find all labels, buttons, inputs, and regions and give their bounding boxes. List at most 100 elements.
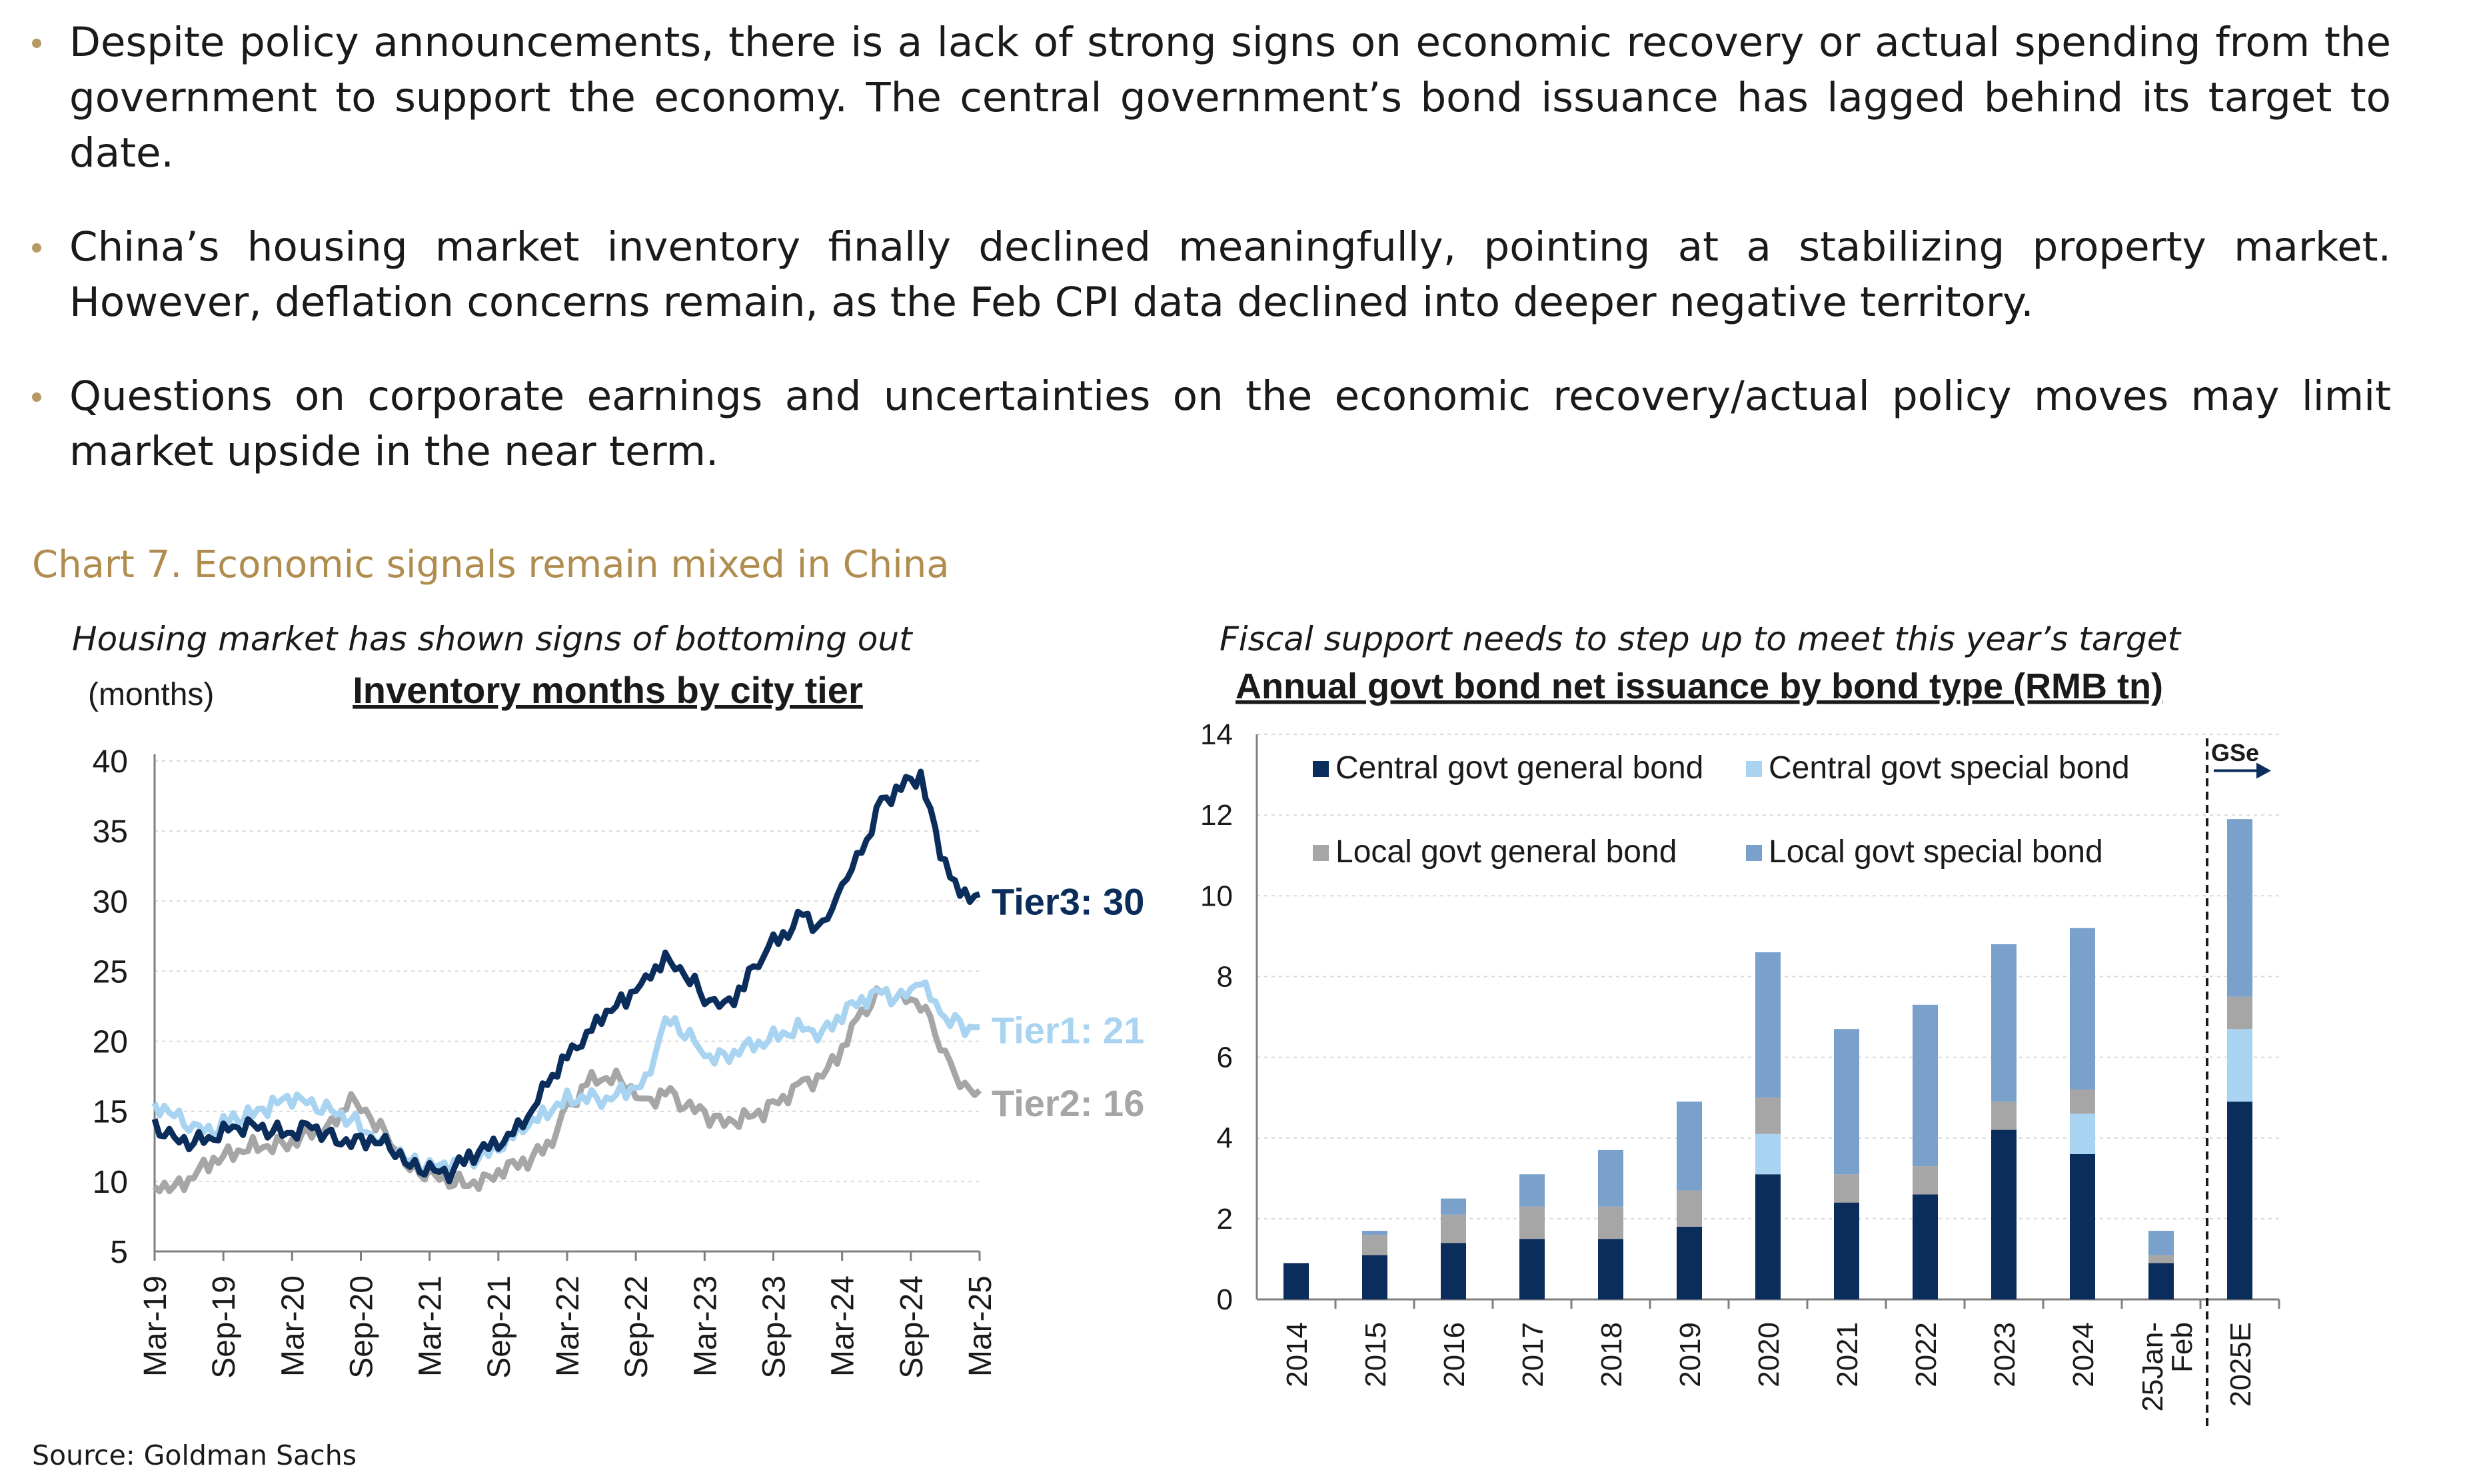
bullet-item: Questions on corporate earnings and unce… [32,369,2391,479]
bar-segment [1913,1194,1938,1299]
x-tick-label: 2019 [1674,1322,1707,1387]
x-tick-label: Sep-20 [345,1275,380,1379]
y-tick-label: 8 [1217,960,1233,993]
series-end-label-tier1: Tier1: 21 [992,1010,1144,1052]
x-tick-label: Sep-21 [482,1275,517,1379]
right-chart-subtitle: Fiscal support needs to step up to meet … [1220,620,2181,658]
series-end-label-tier2: Tier2: 16 [992,1082,1144,1124]
bar-segment [1283,1263,1309,1299]
bullet-dot-icon [32,392,41,402]
legend-label: Central govt special bond [1769,750,2130,786]
x-tick-label: Mar-23 [688,1275,723,1377]
bar-segment [1362,1235,1387,1255]
bar-segment [1755,1174,1781,1299]
x-tick-label: 2021 [1831,1322,1864,1387]
x-tick-label: Sep-23 [757,1275,792,1379]
bar-segment [1677,1102,1702,1191]
y-tick-label: 10 [93,1165,128,1200]
x-tick-label: Mar-25 [963,1275,998,1377]
bar-chart-title: Annual govt bond net issuance by bond ty… [1236,666,2163,706]
legend-label: Local govt general bond [1335,834,1677,870]
bar-segment [1913,1004,1938,1167]
series-line-tier2 [152,985,982,1195]
x-tick-label: 2022 [1910,1322,1943,1387]
x-tick-label: 2016 [1438,1322,1471,1387]
bar-segment [2148,1231,2174,1255]
bullet-dot-icon [32,243,41,253]
bullet-item: Despite policy announcements, there is a… [32,15,2391,181]
arrow-head-icon [2256,762,2271,779]
bar-segment [1834,1202,1859,1299]
bar-segment [1755,1098,1781,1134]
bar-segment [2070,1090,2095,1114]
y-tick-label: 20 [93,1025,128,1060]
x-tick-label: Mar-22 [550,1275,586,1377]
bar-segment [2070,928,2095,1090]
x-tick-label: 2015 [1359,1322,1392,1387]
bar-segment [1598,1206,1623,1239]
bullet-text: Despite policy announcements, there is a… [69,19,2391,177]
y-tick-label: 25 [93,954,128,990]
bar-segment [1755,952,1781,1098]
bar-segment [1755,1133,1781,1175]
bar-segment [1991,1102,2017,1130]
bar-segment [1677,1226,1702,1299]
x-tick-label: Mar-20 [275,1275,311,1377]
series-line-tier1 [151,979,980,1177]
bar-segment [1362,1255,1387,1299]
series-end-label-tier3: Tier3: 30 [992,880,1144,922]
x-tick-label: Mar-21 [413,1275,448,1377]
bar-segment [1441,1198,1466,1215]
y-tick-label: 4 [1217,1122,1233,1155]
bullet-text: Questions on corporate earnings and unce… [69,372,2391,475]
left-chart-subtitle: Housing market has shown signs of bottom… [72,620,912,658]
x-tick-label: 2024 [2067,1322,2100,1387]
x-tick-label: 25Jan- [2136,1322,2169,1412]
bar-segment [1441,1214,1466,1243]
legend-swatch [1313,845,1329,861]
x-tick-label: 2018 [1595,1322,1628,1387]
bullet-dot-icon [32,39,41,48]
x-tick-label: Feb [2166,1322,2198,1373]
bar-segment [2070,1113,2095,1154]
line-chart-title: Inventory months by city tier [353,669,863,711]
x-tick-label: Mar-24 [826,1275,861,1377]
legend-swatch [1746,845,1762,861]
legend-swatch [1746,761,1762,777]
bar-segment [1441,1243,1466,1299]
bar-segment [1362,1231,1387,1235]
bullet-list: Despite policy announcements, there is a… [32,15,2391,518]
bar-segment [1598,1239,1623,1299]
bar-segment [1834,1029,1859,1175]
bar-segment [2227,1102,2252,1299]
source-note: Source: Goldman Sachs [32,1439,357,1471]
y-tick-label: 10 [1200,880,1233,912]
y-tick-label: 0 [1217,1283,1233,1316]
inventory-line-chart: (months) Inventory months by city tier 5… [88,669,1144,1379]
legend-label: Local govt special bond [1769,834,2103,870]
chart-title: Chart 7. Economic signals remain mixed i… [32,543,950,586]
x-tick-label: 2023 [1989,1322,2021,1387]
legend-label: Central govt general bond [1335,750,1703,786]
bullet-text: China’s housing market inventory finally… [69,223,2391,326]
x-tick-label: Sep-22 [619,1275,654,1379]
bar-segment [1519,1206,1545,1239]
x-tick-label: Sep-19 [207,1275,242,1379]
bar-segment [1677,1190,1702,1227]
bar-segment [1913,1166,1938,1195]
bar-segment [2227,1029,2252,1102]
bullet-item: China’s housing market inventory finally… [32,219,2391,330]
series-line-tier3 [151,768,981,1185]
legend-swatch [1313,761,1329,777]
gse-label: GSe [2211,739,2259,766]
x-tick-label: 2017 [1517,1322,1549,1387]
bar-segment [2148,1263,2174,1299]
y-axis-label: (months) [88,677,214,712]
bar-segment [1598,1149,1623,1207]
bar-segment [1834,1174,1859,1203]
bar-segment [2070,1153,2095,1299]
y-tick-label: 2 [1217,1203,1233,1235]
y-tick-label: 15 [93,1095,128,1130]
x-tick-label: Mar-19 [138,1275,173,1377]
bar-segment [2227,996,2252,1030]
